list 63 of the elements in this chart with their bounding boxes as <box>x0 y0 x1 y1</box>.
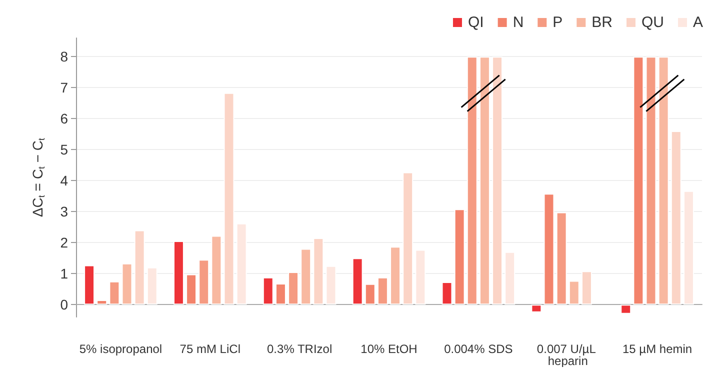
y-tick-label: 2 <box>60 234 68 251</box>
bar <box>224 92 234 305</box>
bar <box>568 280 580 305</box>
bar <box>658 56 669 305</box>
bar <box>620 304 632 314</box>
bar <box>326 266 336 305</box>
bar <box>211 236 222 305</box>
y-tick-label: 7 <box>60 80 68 96</box>
x-tick-label: 10% EtOH <box>360 342 418 356</box>
bar <box>479 56 490 305</box>
bar <box>236 223 247 305</box>
bar <box>288 272 299 305</box>
bar <box>531 304 542 312</box>
x-tick-label: 0.004% SDS <box>444 342 513 356</box>
y-tick-label: 1 <box>60 266 68 282</box>
bar <box>415 250 426 305</box>
bar <box>186 274 197 305</box>
bar <box>134 230 145 305</box>
bar <box>390 246 401 305</box>
bar <box>670 131 682 305</box>
bar <box>96 300 108 305</box>
y-axis-title: ΔCt = Ct − Ct <box>30 137 46 218</box>
bar <box>364 284 376 305</box>
bar <box>454 209 465 305</box>
legend-label: A <box>692 14 704 31</box>
bar <box>377 277 388 305</box>
bar <box>556 212 567 305</box>
legend-label: QU <box>641 14 664 31</box>
bar <box>466 56 478 305</box>
legend-label: N <box>512 14 524 31</box>
bar <box>442 282 452 305</box>
legend-label: QI <box>468 14 484 31</box>
bar <box>122 263 132 305</box>
legend-label: BR <box>592 14 613 31</box>
bar <box>581 271 592 305</box>
x-tick-label: 0.3% TRIzol <box>267 342 332 356</box>
y-tick-label: 8 <box>60 48 68 65</box>
bar <box>146 267 158 305</box>
bar <box>402 172 414 305</box>
bar <box>313 238 324 305</box>
x-tick-label: 75 mM LiCl <box>180 342 240 356</box>
y-tick-label: 6 <box>60 110 68 127</box>
y-tick-label: 5 <box>60 142 68 158</box>
y-tick-label: 4 <box>60 172 68 189</box>
bar <box>492 56 503 305</box>
bar <box>544 194 554 305</box>
bar <box>275 284 286 305</box>
x-tick-label: 15 µM hemin <box>622 342 692 356</box>
bar <box>683 190 694 305</box>
bar <box>646 56 656 305</box>
bar <box>300 248 312 305</box>
bar <box>352 258 363 305</box>
y-tick-label: 0 <box>60 296 68 313</box>
bar <box>198 260 210 305</box>
bar <box>504 252 516 305</box>
legend-label: P <box>552 14 563 31</box>
bar <box>633 56 644 305</box>
bar <box>84 265 95 305</box>
y-tick-label: 3 <box>60 204 68 220</box>
bar <box>173 241 184 305</box>
bar <box>109 281 120 305</box>
x-tick-label: 5% isopropanol <box>79 342 162 356</box>
bar <box>262 277 274 305</box>
